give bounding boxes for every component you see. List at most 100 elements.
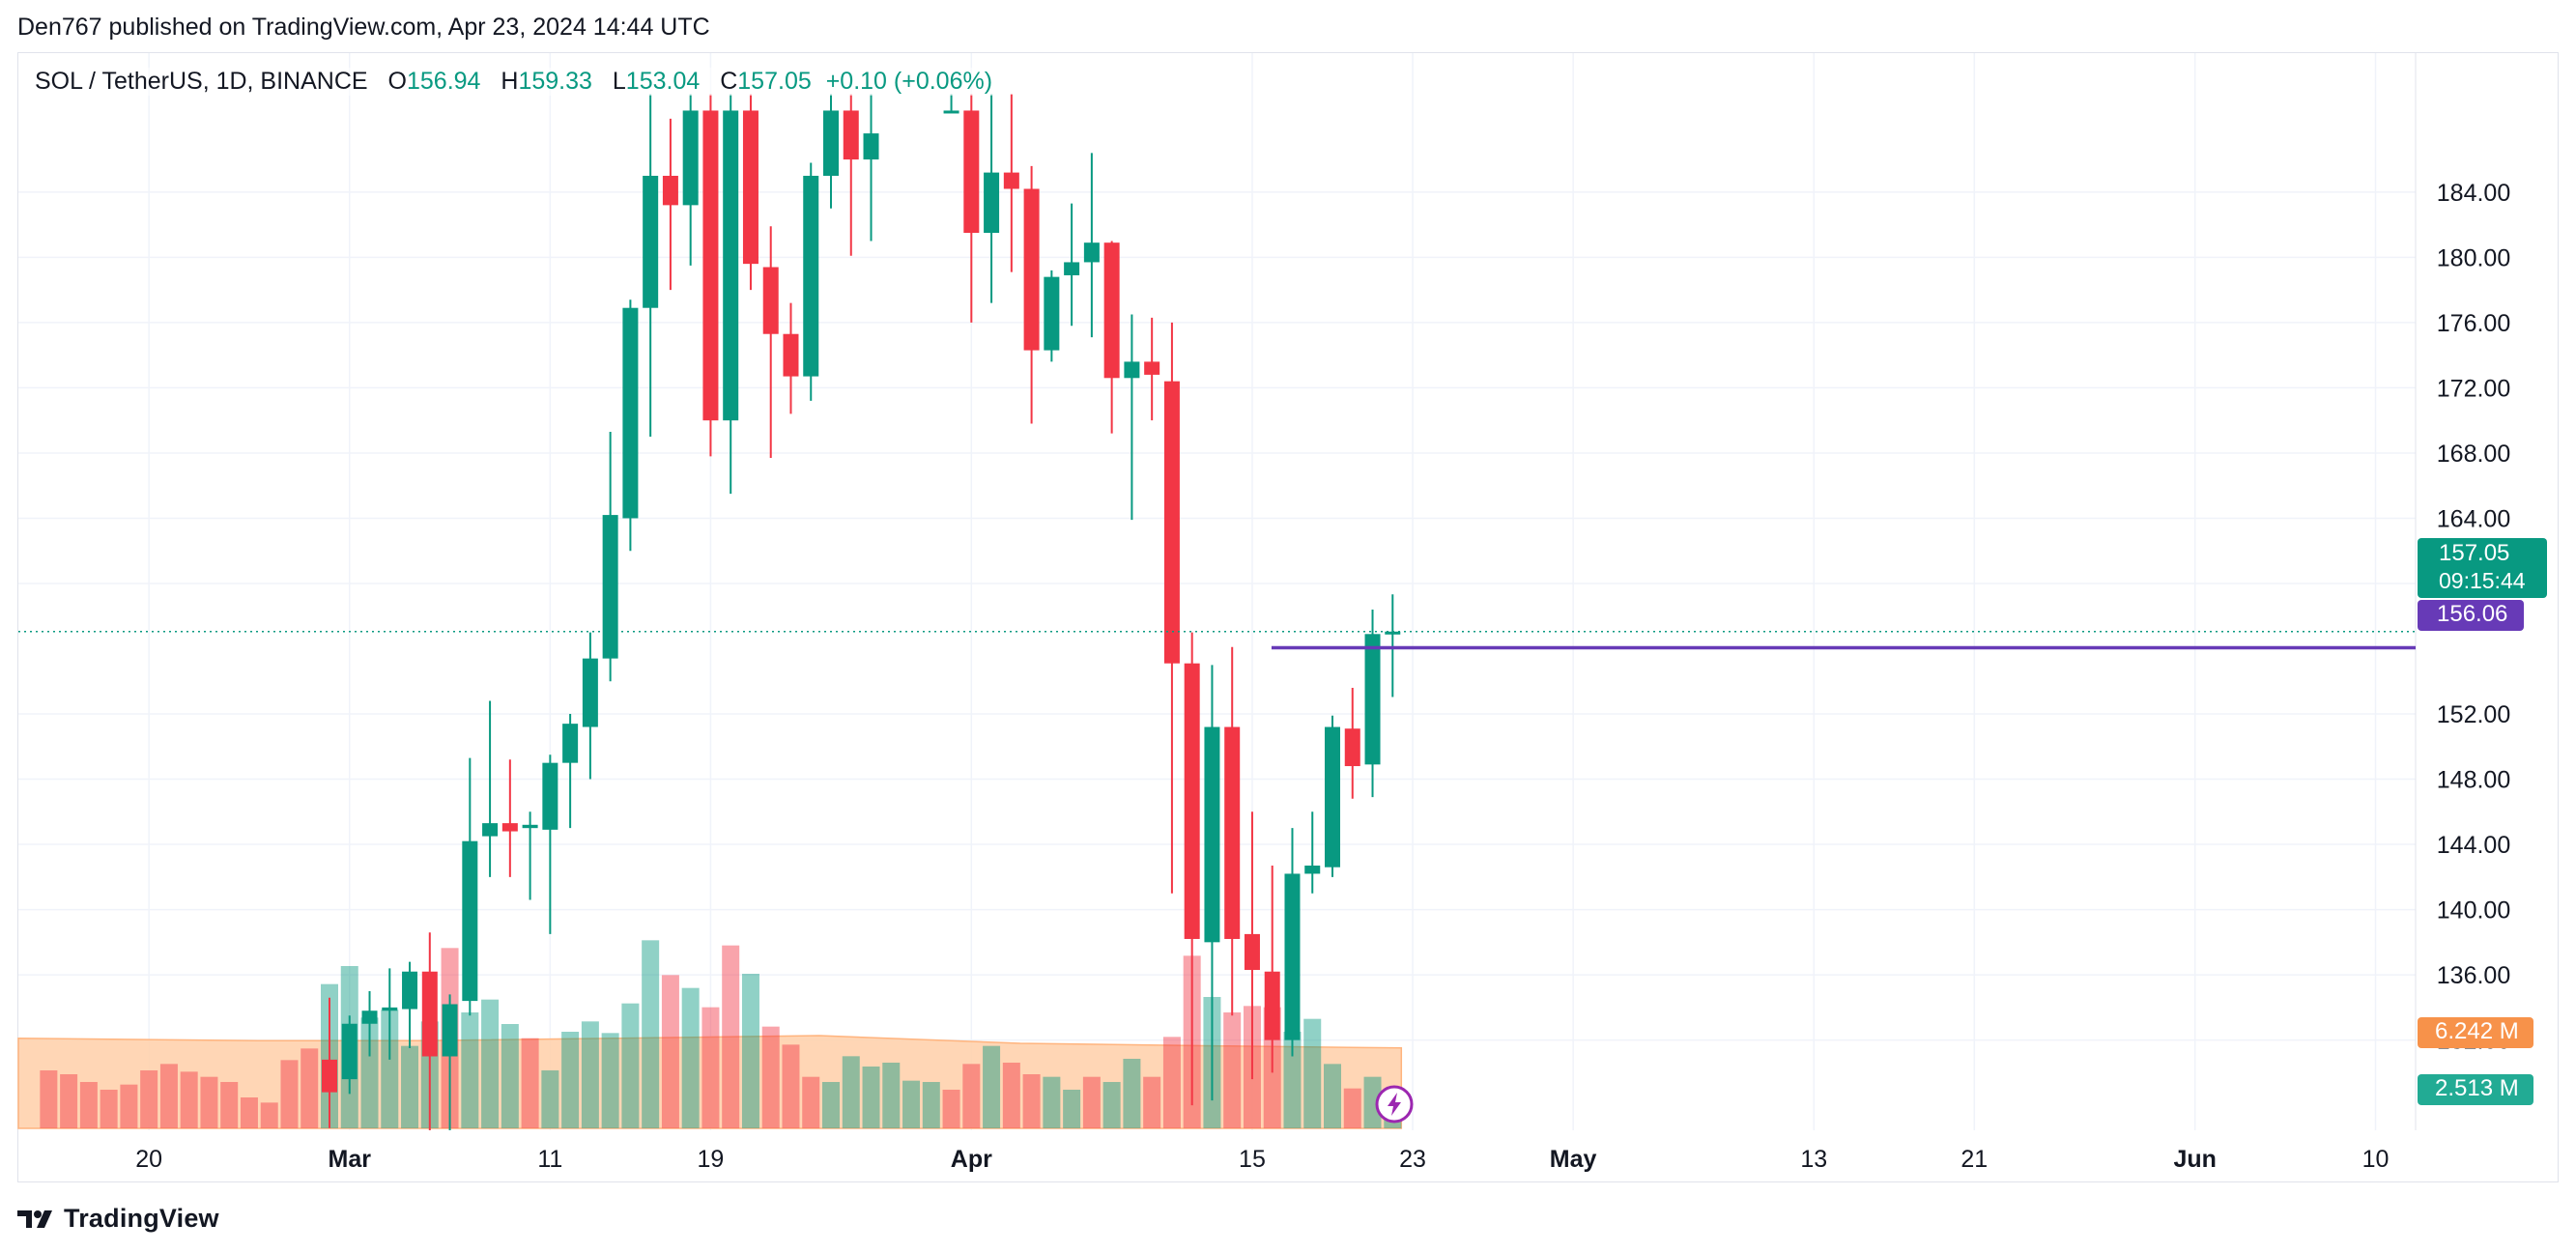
volume-bar <box>1043 1076 1061 1128</box>
volume-bar <box>722 945 740 1128</box>
candle-body <box>1364 634 1381 765</box>
candle-body <box>1184 663 1200 939</box>
lightning-icon[interactable] <box>1375 1085 1414 1124</box>
candle-body <box>442 1004 458 1057</box>
candle-body <box>803 175 819 377</box>
volume-bar <box>200 1076 218 1128</box>
volume-bar <box>1063 1090 1081 1128</box>
volume-bar <box>159 1064 178 1128</box>
time-tick-label: Jun <box>2173 1146 2216 1173</box>
chart-frame[interactable] <box>17 52 2559 1182</box>
volume-bar <box>1102 1082 1121 1128</box>
volume-bar <box>601 1033 619 1128</box>
grid <box>18 53 2417 1130</box>
candle-body <box>984 172 1000 234</box>
candle-body <box>602 515 618 659</box>
price-axis[interactable]: 132.00136.00140.00144.00148.00152.00160.… <box>2437 180 2510 1055</box>
candle-body <box>341 1023 358 1080</box>
overlays <box>18 631 2416 650</box>
price-tick-label: 176.00 <box>2437 310 2510 337</box>
low-label: L <box>612 68 626 95</box>
price-tick-label: 180.00 <box>2437 244 2510 271</box>
price-tick-label: 164.00 <box>2437 505 2510 532</box>
price-tick-label: 152.00 <box>2437 701 2510 728</box>
candle-body <box>1083 242 1100 263</box>
price-tick-label: 184.00 <box>2437 180 2510 207</box>
price-tick-label: 140.00 <box>2437 897 2510 925</box>
candle-body <box>762 267 779 334</box>
last-price-tag: 157.05 09:15:44 <box>2418 538 2547 598</box>
high-value: 159.33 <box>518 68 592 95</box>
volume-bar <box>581 1021 599 1128</box>
candle-body <box>382 1007 398 1011</box>
volume-bar <box>1363 1076 1382 1128</box>
volume-bar <box>60 1074 78 1128</box>
candles <box>322 94 1401 1130</box>
volume-bar <box>100 1090 118 1128</box>
time-tick-label: 23 <box>1399 1146 1426 1173</box>
low-value: 153.04 <box>625 68 701 95</box>
volume-bar <box>922 1082 940 1128</box>
volume-bar <box>1283 1032 1302 1128</box>
volume-bar <box>862 1067 880 1128</box>
candle-body <box>1244 933 1260 971</box>
candle-body <box>1163 381 1180 664</box>
candle-body <box>361 1010 378 1024</box>
close-value: 157.05 <box>737 68 812 95</box>
time-tick-label: 15 <box>1239 1146 1266 1173</box>
time-axis[interactable]: 20 Mar 11 19 Apr 15 23 May 13 21 Jun 10 <box>135 1146 2389 1173</box>
candle-body <box>783 333 799 377</box>
candle-body <box>643 175 659 308</box>
candle-body <box>1003 172 1019 189</box>
published-info: Den767 published on TradingView.com, Apr… <box>17 14 710 41</box>
time-tick-label: 11 <box>537 1146 562 1173</box>
change-value: +0.10 (+0.06%) <box>825 68 993 95</box>
price-tick-label: 144.00 <box>2437 832 2510 859</box>
candle-body <box>1284 873 1301 1040</box>
candle-body <box>542 762 558 830</box>
candle-body <box>1023 188 1040 351</box>
candle-body <box>1204 726 1220 943</box>
candle-body <box>1064 262 1080 275</box>
volume-bar <box>220 1082 239 1128</box>
volume-bar <box>481 999 500 1128</box>
price-tick-label: 148.00 <box>2437 767 2510 794</box>
candle-body <box>662 175 678 206</box>
volume-bar <box>1082 1076 1101 1128</box>
volume-bar <box>1343 1088 1361 1128</box>
candle-body <box>482 823 499 837</box>
volume-bar <box>782 1044 800 1128</box>
price-tick-label: 172.00 <box>2437 375 2510 402</box>
open-value: 156.94 <box>406 68 481 95</box>
candle-body <box>943 110 959 114</box>
candle-body <box>421 971 438 1057</box>
volume-bar <box>1022 1074 1041 1128</box>
volume-bar <box>360 1017 379 1128</box>
candle-body <box>1124 361 1140 379</box>
volume-ma-area <box>17 1035 1403 1129</box>
time-tick-label: 19 <box>698 1146 725 1173</box>
volume-bar <box>561 1032 580 1128</box>
volume-bar <box>822 1082 840 1128</box>
volume-bar <box>260 1102 278 1128</box>
tradingview-logo[interactable]: TradingView <box>17 1204 219 1234</box>
candle-body <box>1264 971 1280 1040</box>
volume-bar <box>1123 1059 1141 1128</box>
volume-bar <box>301 1048 319 1128</box>
volume-bar <box>1162 1037 1181 1128</box>
volume-bar <box>79 1082 98 1128</box>
volume-bar <box>140 1070 158 1128</box>
symbol-name[interactable]: SOL / TetherUS, 1D, BINANCE <box>35 68 368 95</box>
candle-body <box>1385 631 1401 635</box>
last-price-value: 157.05 <box>2439 540 2510 566</box>
volume-bar <box>761 1026 780 1128</box>
volume-ma-tag: 6.242 M <box>2418 1017 2533 1048</box>
candle-body <box>1224 726 1241 939</box>
candle-body <box>522 824 538 829</box>
candle-body <box>322 1059 337 1093</box>
volume-bar <box>1002 1063 1020 1128</box>
volume-bar <box>1143 1076 1161 1128</box>
time-tick-label: Mar <box>329 1146 372 1173</box>
volume-bar <box>741 974 759 1128</box>
